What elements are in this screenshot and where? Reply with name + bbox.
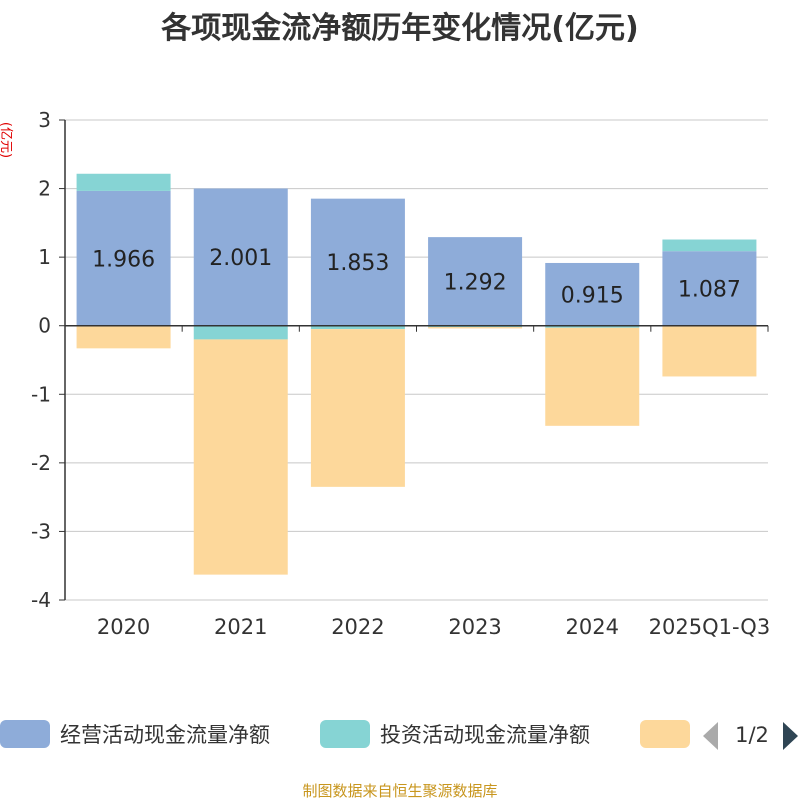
bar-2-2025Q1-Q3[interactable] — [662, 325, 757, 377]
legend-swatch — [320, 720, 370, 748]
legend-item[interactable] — [640, 720, 690, 748]
y-tick-label: 0 — [38, 314, 51, 338]
legend: 经营活动现金流量净额 投资活动现金流量净额 1/2 — [0, 720, 798, 750]
bar-1-2024[interactable] — [545, 325, 640, 328]
legend-label: 经营活动现金流量净额 — [60, 723, 270, 747]
legend-swatch — [0, 720, 50, 748]
axes: 3 2 1 0 -1 -2 -3 -4 2020 2021 2022 2023 2024 2025Q1-Q… — [31, 108, 770, 639]
y-tick-label: -1 — [31, 382, 51, 406]
legend-next-icon[interactable] — [783, 722, 798, 750]
bar-2-2024[interactable] — [545, 327, 640, 426]
x-tick-label: 2020 — [97, 615, 150, 639]
data-label: 0.915 — [561, 283, 624, 308]
bar-1-2025Q1-Q3[interactable] — [662, 239, 757, 252]
data-label: 1.853 — [326, 251, 389, 276]
data-label: 1.087 — [678, 277, 741, 302]
y-tick-label: 2 — [38, 177, 51, 201]
x-tick-label: 2023 — [448, 615, 501, 639]
bar-2-2022[interactable] — [310, 329, 405, 487]
y-tick-label: 1 — [38, 245, 51, 269]
y-tick-label: 3 — [38, 108, 51, 132]
x-tick-label: 2024 — [566, 615, 619, 639]
y-tick-label: -2 — [31, 451, 51, 475]
y-axis-label: (亿元) — [0, 122, 13, 158]
data-label: 1.966 — [92, 247, 155, 272]
chart-title: 各项现金流净额历年变化情况(亿元) — [160, 11, 638, 46]
legend-item[interactable]: 投资活动现金流量净额 — [320, 720, 590, 748]
bar-1-2022[interactable] — [310, 325, 405, 330]
data-label: 2.001 — [209, 246, 272, 271]
bar-1-2021[interactable] — [193, 325, 288, 340]
data-labels: 1.966 2.001 1.853 1.292 0.915 1.087 — [92, 246, 741, 308]
bar-0-2022[interactable] — [310, 198, 405, 326]
bar-group — [76, 173, 757, 575]
bar-2-2023[interactable] — [428, 327, 523, 329]
legend-prev-icon[interactable] — [703, 722, 718, 750]
y-tick-label: -3 — [31, 519, 51, 543]
bar-0-2025Q1-Q3[interactable] — [662, 251, 757, 326]
y-tick-label: -4 — [31, 588, 51, 612]
bar-0-2024[interactable] — [545, 262, 640, 326]
legend-page-indicator: 1/2 — [735, 723, 769, 747]
legend-item[interactable]: 经营活动现金流量净额 — [0, 720, 270, 748]
bar-1-2020[interactable] — [76, 173, 171, 191]
x-tick-label: 2022 — [331, 615, 384, 639]
bar-2-2021[interactable] — [193, 339, 288, 575]
bar-0-2023[interactable] — [428, 237, 523, 326]
bar-0-2021[interactable] — [193, 188, 288, 326]
x-tick-label: 2021 — [214, 615, 267, 639]
data-label: 1.292 — [444, 270, 507, 295]
bar-2-2020[interactable] — [76, 325, 171, 349]
x-tick-label: 2025Q1-Q3 — [649, 615, 771, 639]
bar-0-2020[interactable] — [76, 190, 171, 326]
source-note: 制图数据来自恒生聚源数据库 — [302, 782, 497, 800]
legend-swatch — [640, 720, 690, 748]
legend-label: 投资活动现金流量净额 — [380, 723, 590, 747]
